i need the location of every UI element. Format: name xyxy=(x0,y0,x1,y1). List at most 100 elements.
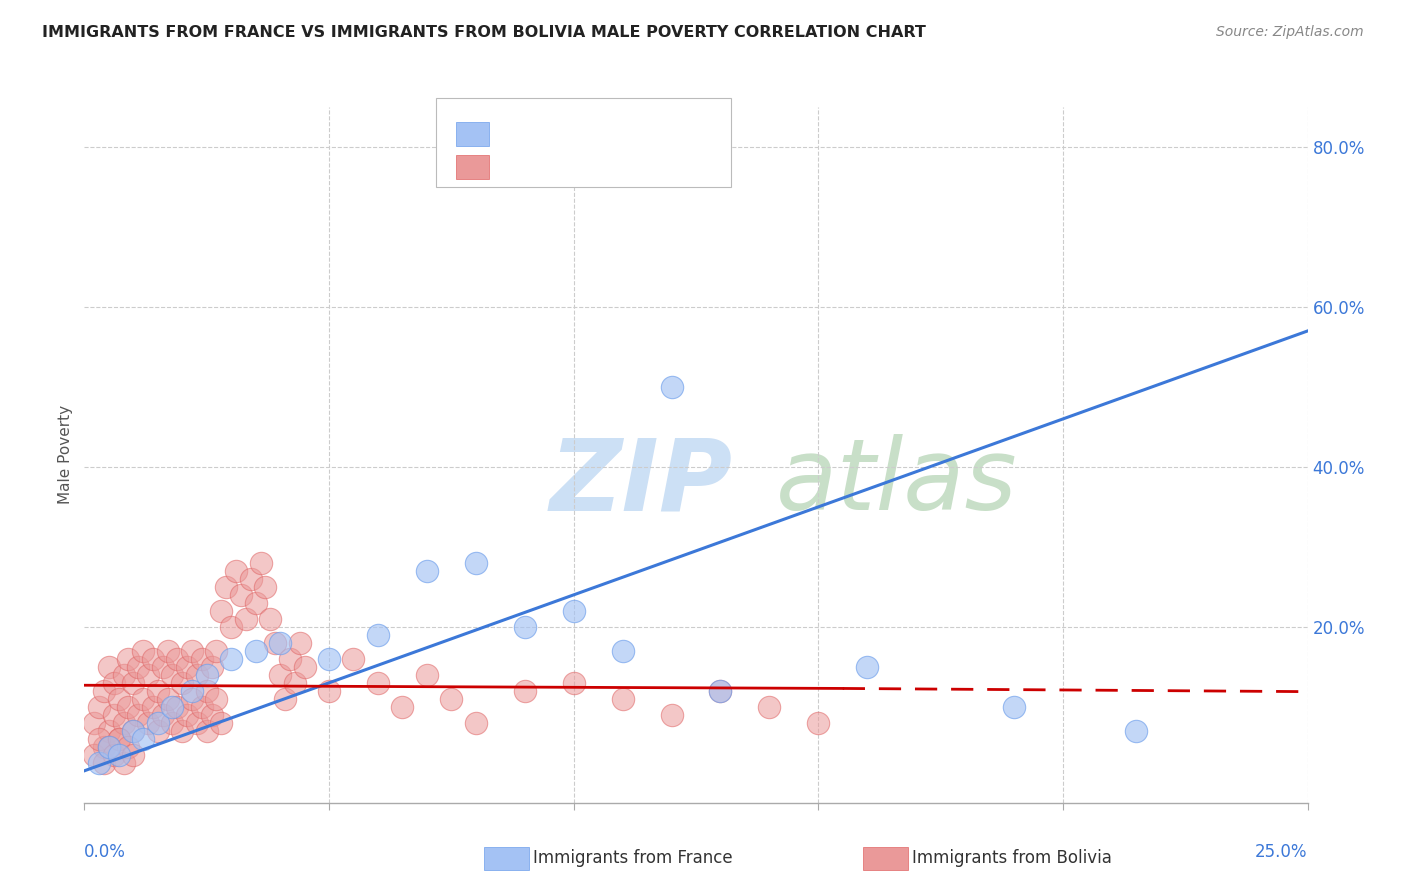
Point xyxy=(219,652,242,666)
Point xyxy=(318,652,340,666)
Point xyxy=(132,691,155,706)
Text: Immigrants from France: Immigrants from France xyxy=(533,849,733,867)
Point xyxy=(513,620,536,634)
Point xyxy=(239,572,262,586)
Point xyxy=(245,596,267,610)
Point xyxy=(200,660,222,674)
Point xyxy=(117,699,139,714)
Point xyxy=(97,739,120,754)
Point xyxy=(136,668,159,682)
Point xyxy=(107,747,129,762)
Point xyxy=(219,620,242,634)
Point xyxy=(122,676,145,690)
Point xyxy=(181,644,204,658)
Point xyxy=(464,715,486,730)
Point xyxy=(112,756,135,770)
Text: 25.0%: 25.0% xyxy=(1256,843,1308,861)
Point xyxy=(191,652,214,666)
Point xyxy=(245,644,267,658)
Point xyxy=(1002,699,1025,714)
Point xyxy=(269,668,291,682)
Point xyxy=(856,660,879,674)
Point xyxy=(172,723,194,738)
Point xyxy=(112,715,135,730)
Point xyxy=(181,683,204,698)
Point xyxy=(152,707,174,722)
Point xyxy=(172,676,194,690)
Point xyxy=(93,739,115,754)
Point xyxy=(132,731,155,746)
Text: R = -0.012   N = 90: R = -0.012 N = 90 xyxy=(496,156,668,174)
Point xyxy=(122,723,145,738)
Point xyxy=(93,756,115,770)
Point xyxy=(254,580,277,594)
Point xyxy=(83,715,105,730)
Point xyxy=(200,707,222,722)
Point xyxy=(117,739,139,754)
Point xyxy=(122,723,145,738)
Point xyxy=(146,683,169,698)
Point xyxy=(1125,723,1147,738)
Point xyxy=(132,644,155,658)
Point xyxy=(661,380,683,394)
Point xyxy=(440,691,463,706)
Point xyxy=(103,676,125,690)
Point xyxy=(162,699,184,714)
Point xyxy=(318,683,340,698)
Point xyxy=(103,707,125,722)
Point xyxy=(146,715,169,730)
Point xyxy=(162,668,184,682)
Point xyxy=(205,691,228,706)
Point xyxy=(181,691,204,706)
Point xyxy=(107,731,129,746)
Point xyxy=(156,691,179,706)
Point xyxy=(107,691,129,706)
Point xyxy=(367,676,389,690)
Point xyxy=(176,707,198,722)
Point xyxy=(367,628,389,642)
Point xyxy=(709,683,731,698)
Point xyxy=(176,660,198,674)
Point xyxy=(166,652,188,666)
Point xyxy=(416,564,439,578)
Point xyxy=(97,723,120,738)
Point xyxy=(136,715,159,730)
Point xyxy=(97,739,120,754)
Point xyxy=(391,699,413,714)
Point xyxy=(162,715,184,730)
Point xyxy=(288,636,311,650)
Point xyxy=(205,644,228,658)
Point xyxy=(612,644,634,658)
Point xyxy=(186,668,208,682)
Text: ZIP: ZIP xyxy=(550,434,733,532)
Point xyxy=(117,652,139,666)
Point xyxy=(294,660,316,674)
Point xyxy=(342,652,364,666)
Point xyxy=(156,644,179,658)
Point xyxy=(229,588,252,602)
Point xyxy=(249,556,271,570)
Point xyxy=(87,731,110,746)
Point xyxy=(142,652,165,666)
Point xyxy=(186,715,208,730)
Point xyxy=(758,699,780,714)
Point xyxy=(215,580,238,594)
Point xyxy=(146,723,169,738)
Point xyxy=(195,683,218,698)
Point xyxy=(209,715,232,730)
Point xyxy=(284,676,307,690)
Point xyxy=(127,707,149,722)
Point xyxy=(195,723,218,738)
Point xyxy=(93,683,115,698)
Point xyxy=(87,699,110,714)
Point xyxy=(97,660,120,674)
Point xyxy=(103,747,125,762)
Point xyxy=(83,747,105,762)
Point xyxy=(416,668,439,682)
Text: R =  0.640   N = 24: R = 0.640 N = 24 xyxy=(496,123,666,141)
Point xyxy=(807,715,830,730)
Point xyxy=(269,636,291,650)
Point xyxy=(195,668,218,682)
Point xyxy=(562,676,585,690)
Point xyxy=(709,683,731,698)
